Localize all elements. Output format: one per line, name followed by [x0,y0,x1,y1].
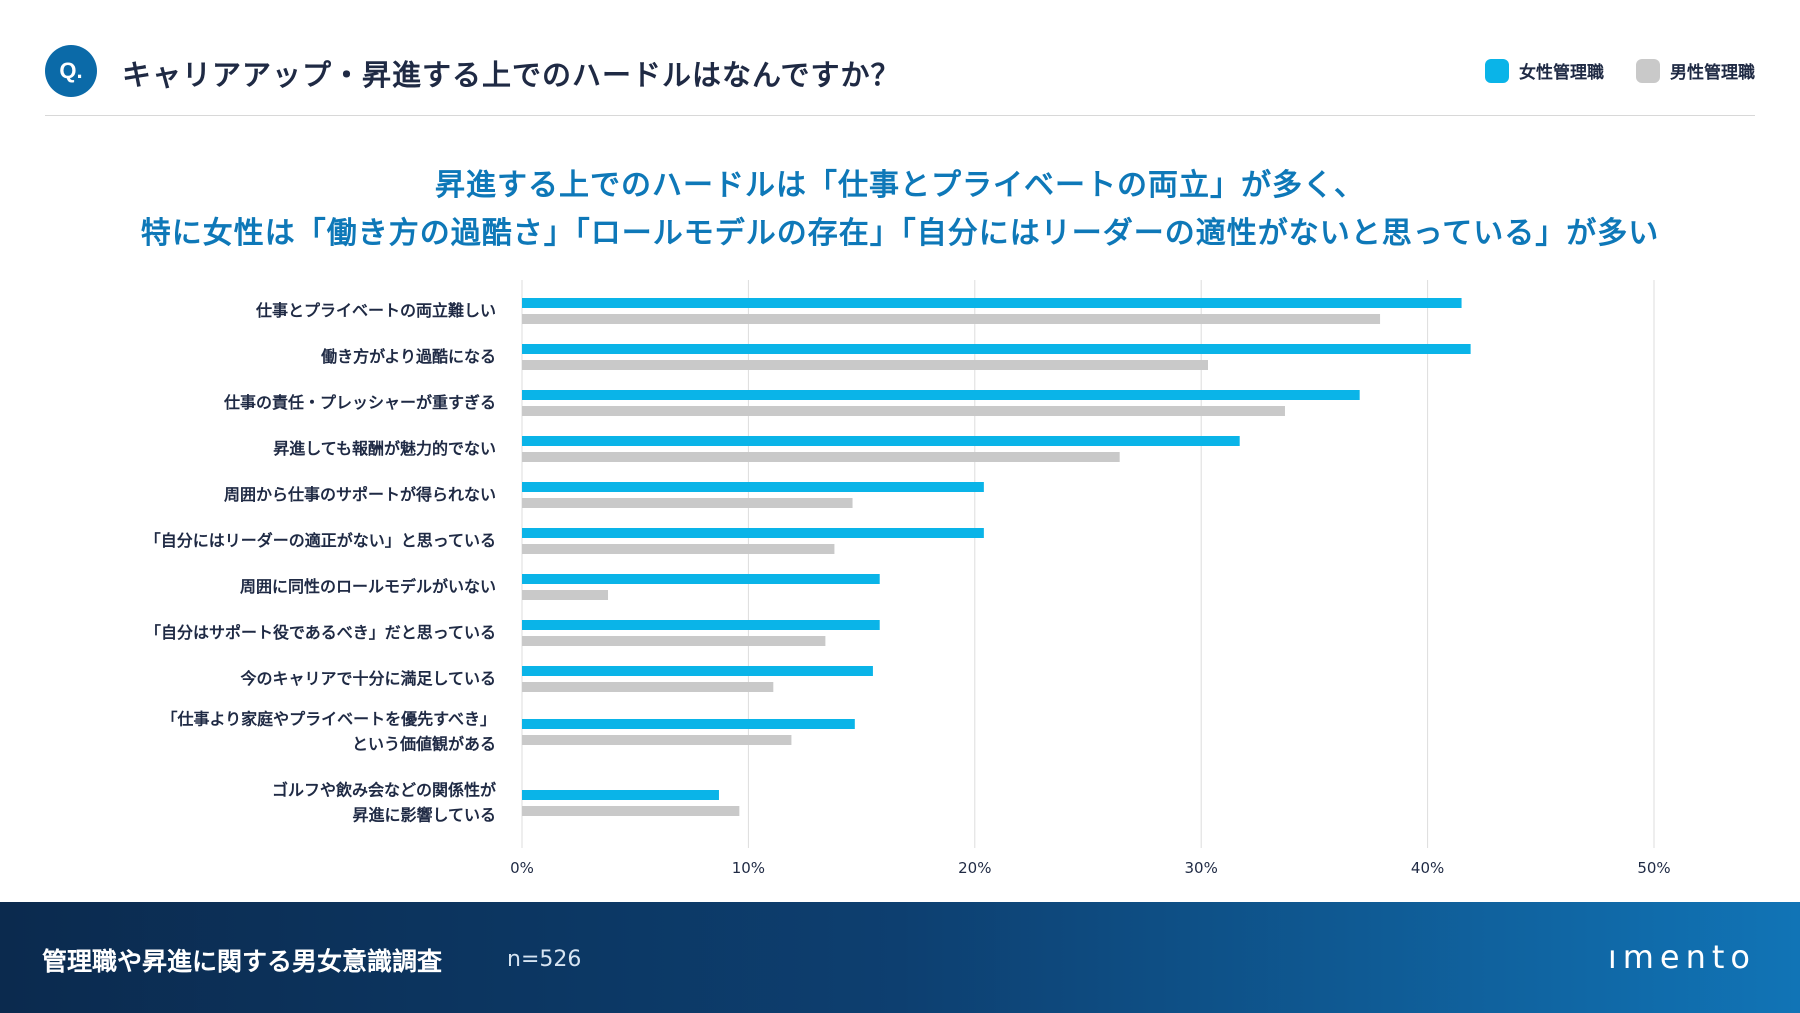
headline-line-2: 特に女性は「働き方の過酷さ」「ロールモデルの存在」「自分にはリーダーの適性がない… [140,216,1660,251]
category-label: 「自分にはリーダーの適正がない」と思っている [145,531,496,550]
headline-line-1: 昇進する上でのハードルは「仕事とプライベートの両立」が多く、 [435,168,1365,203]
legend-label-male: 男性管理職 [1670,63,1755,83]
bar-male [522,590,609,600]
bar-female [522,344,1471,354]
category-label: 昇進に影響している [352,806,496,825]
category-label: 周囲から仕事のサポートが得られない [224,485,496,504]
category-label: ゴルフや飲み会などの関係性が [272,781,496,800]
category-label: 仕事の責任・プレッシャーが重すぎる [223,393,496,412]
bar-male [522,806,740,816]
question-title: キャリアアップ・昇進する上でのハードルはなんですか？ [122,58,901,92]
bar-chart: 0% 10% 20% 30% 40% 50% 仕事とプライベートの両立難しい働き方がより過酷… [145,280,1671,877]
bar-male [522,314,1381,324]
category-label: 周囲に同性のロールモデルがいない [240,577,496,596]
bar-female [522,390,1360,400]
survey-title: 管理職や昇進に関する男女意識調査 [42,947,443,976]
legend-label-female: 女性管理職 [1519,63,1604,83]
category-label: 「自分はサポート役であるべき」だと思っている [145,623,496,642]
question-badge: Q. [45,45,97,97]
bar-female [522,436,1240,446]
bar-male [522,498,853,508]
footer-banner: 管理職や昇進に関する男女意識調査 n=526 ımento [0,902,1800,1013]
bar-male [522,360,1208,370]
bar-male [522,636,826,646]
bar-female [522,482,984,492]
category-label: 仕事とプライベートの両立難しい [255,301,496,320]
x-tick-label: 40% [1411,859,1444,877]
x-tick-label: 0% [510,859,534,877]
bar-male [522,735,792,745]
category-label: 昇進しても報酬が魅力的でない [273,439,496,458]
legend-swatch-female [1485,58,1509,83]
category-label: 働き方がより過酷になる [320,347,496,366]
bar-female [522,620,880,630]
category-label: 今のキャリアで十分に満足している [239,669,496,688]
bar-female [522,790,719,800]
bar-female [522,298,1462,308]
category-label: という価値観がある [352,735,496,754]
category-label: 「仕事より家庭やプライベートを優先すべき」 [161,710,496,729]
x-tick-label: 30% [1185,859,1218,877]
legend-item-female: 女性管理職 [1485,58,1604,83]
x-tick-label: 50% [1637,859,1670,877]
bar-male [522,544,835,554]
bar-female [522,574,880,584]
bar-male [522,682,774,692]
chart-legend: 女性管理職 男性管理職 [1467,58,1755,83]
bar-male [522,452,1120,462]
bar-male [522,406,1285,416]
legend-item-male: 男性管理職 [1636,58,1755,83]
mento-logo: ımento [1607,938,1756,976]
sample-size: n=526 [507,947,582,972]
bar-female [522,719,855,729]
bar-female [522,666,873,676]
x-tick-label: 20% [958,859,991,877]
header-divider [45,115,1755,116]
legend-swatch-male [1636,58,1660,83]
x-tick-label: 10% [732,859,765,877]
bar-female [522,528,984,538]
